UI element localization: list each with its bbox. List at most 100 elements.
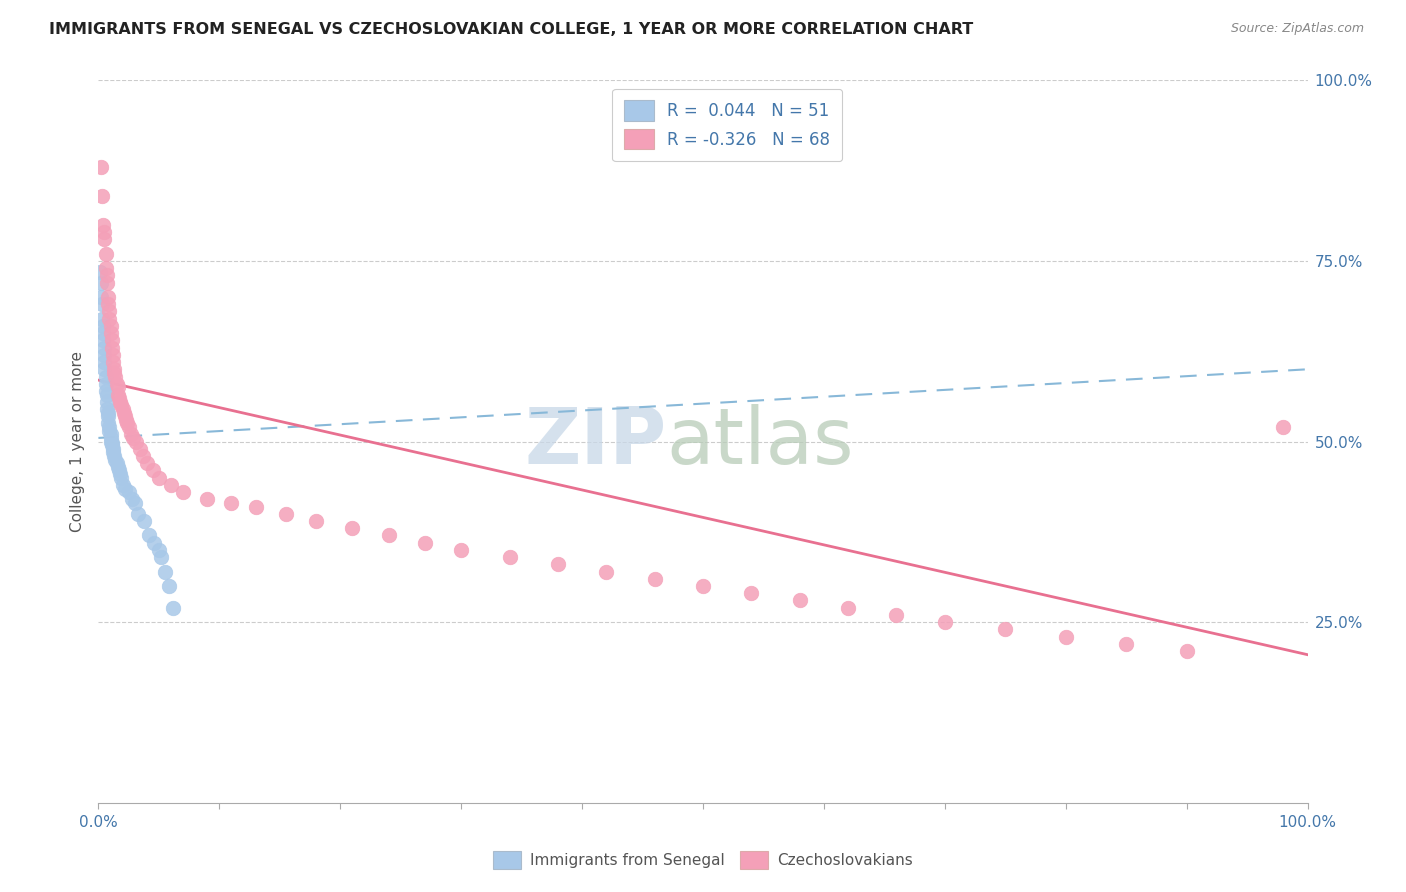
Point	[107, 387, 129, 401]
Point	[114, 482, 136, 496]
Point	[100, 436, 122, 450]
Point	[93, 362, 115, 376]
Point	[135, 456, 157, 470]
Point	[117, 417, 139, 431]
Point	[97, 406, 120, 420]
Point	[305, 514, 328, 528]
Point	[94, 246, 117, 260]
Legend: R =  0.044   N = 51, R = -0.326   N = 68: R = 0.044 N = 51, R = -0.326 N = 68	[613, 88, 842, 161]
Point	[108, 394, 131, 409]
Point	[934, 615, 956, 630]
Point	[377, 528, 399, 542]
Point	[143, 535, 166, 549]
Point	[128, 442, 150, 456]
Point	[90, 290, 112, 304]
Point	[100, 427, 122, 442]
Point	[160, 478, 183, 492]
Point	[93, 232, 115, 246]
Point	[692, 579, 714, 593]
Point	[100, 341, 122, 355]
Point	[98, 311, 121, 326]
Point	[644, 572, 666, 586]
Point	[413, 535, 436, 549]
Point	[110, 470, 132, 484]
Point	[97, 297, 120, 311]
Point	[91, 318, 114, 333]
Point	[89, 265, 111, 279]
Point	[94, 384, 117, 398]
Point	[93, 348, 115, 362]
Point	[104, 452, 127, 467]
Point	[93, 225, 115, 239]
Point	[101, 355, 124, 369]
Point	[127, 507, 149, 521]
Point	[1175, 644, 1198, 658]
Point	[118, 485, 141, 500]
Point	[1054, 630, 1077, 644]
Text: Source: ZipAtlas.com: Source: ZipAtlas.com	[1230, 22, 1364, 36]
Point	[114, 409, 136, 424]
Point	[103, 449, 125, 463]
Point	[105, 456, 128, 470]
Point	[94, 376, 117, 391]
Point	[221, 496, 243, 510]
Point	[91, 297, 114, 311]
Point	[125, 434, 148, 449]
Point	[120, 427, 142, 442]
Point	[1272, 420, 1295, 434]
Point	[172, 485, 194, 500]
Point	[1115, 637, 1137, 651]
Point	[157, 579, 180, 593]
Point	[134, 514, 156, 528]
Point	[90, 160, 112, 174]
Point	[111, 478, 134, 492]
Point	[100, 334, 122, 348]
Point	[91, 218, 114, 232]
Point	[104, 369, 127, 384]
Point	[100, 318, 122, 333]
Point	[498, 550, 520, 565]
Point	[105, 376, 128, 391]
Point	[100, 431, 122, 445]
Point	[148, 542, 170, 557]
Point	[450, 542, 472, 557]
Point	[91, 189, 114, 203]
Point	[740, 586, 762, 600]
Point	[122, 431, 145, 445]
Point	[245, 500, 267, 514]
Point	[110, 398, 132, 412]
Point	[195, 492, 218, 507]
Point	[112, 406, 135, 420]
Point	[108, 391, 131, 405]
Point	[886, 607, 908, 622]
Point	[111, 402, 134, 417]
Point	[96, 402, 118, 417]
Point	[96, 268, 118, 283]
Text: atlas: atlas	[666, 403, 855, 480]
Point	[124, 496, 146, 510]
Point	[789, 593, 811, 607]
Point	[98, 304, 121, 318]
Point	[96, 387, 118, 401]
Point	[97, 417, 120, 431]
Point	[101, 348, 124, 362]
Point	[96, 276, 118, 290]
Point	[108, 467, 131, 481]
Point	[90, 276, 112, 290]
Point	[837, 600, 859, 615]
Point	[100, 326, 122, 340]
Point	[148, 470, 170, 484]
Point	[547, 558, 569, 572]
Text: IMMIGRANTS FROM SENEGAL VS CZECHOSLOVAKIAN COLLEGE, 1 YEAR OR MORE CORRELATION C: IMMIGRANTS FROM SENEGAL VS CZECHOSLOVAKI…	[49, 22, 973, 37]
Point	[91, 311, 114, 326]
Point	[100, 438, 122, 452]
Point	[91, 334, 114, 348]
Point	[91, 326, 114, 340]
Point	[98, 424, 121, 438]
Point	[121, 492, 143, 507]
Point	[97, 409, 120, 424]
Point	[103, 366, 125, 380]
Point	[274, 507, 297, 521]
Point	[107, 459, 129, 474]
Point	[138, 528, 160, 542]
